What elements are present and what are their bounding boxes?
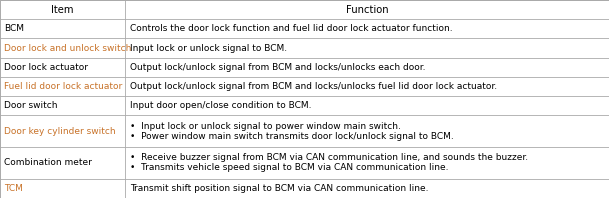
- Text: Input lock or unlock signal to BCM.: Input lock or unlock signal to BCM.: [130, 44, 287, 53]
- Text: Item: Item: [51, 5, 74, 15]
- Text: Door lock actuator: Door lock actuator: [4, 63, 88, 72]
- Bar: [0, 115, 609, 147]
- Text: •  Power window main switch transmits door lock/unlock signal to BCM.: • Power window main switch transmits doo…: [130, 132, 454, 141]
- Text: Function: Function: [346, 5, 388, 15]
- Text: Output lock/unlock signal from BCM and locks/unlocks fuel lid door lock actuator: Output lock/unlock signal from BCM and l…: [130, 82, 497, 91]
- Bar: [0, 38, 609, 58]
- Text: Door switch: Door switch: [4, 101, 57, 110]
- Text: Fuel lid door lock actuator: Fuel lid door lock actuator: [4, 82, 122, 91]
- Bar: [0, 96, 609, 115]
- Text: •  Receive buzzer signal from BCM via CAN communication line, and sounds the buz: • Receive buzzer signal from BCM via CAN…: [130, 153, 528, 162]
- Bar: [0, 58, 609, 77]
- Text: Transmit shift position signal to BCM via CAN communication line.: Transmit shift position signal to BCM vi…: [130, 184, 428, 193]
- Text: •  Transmits vehicle speed signal to BCM via CAN communication line.: • Transmits vehicle speed signal to BCM …: [130, 164, 448, 172]
- Bar: [0, 147, 609, 179]
- Text: Output lock/unlock signal from BCM and locks/unlocks each door.: Output lock/unlock signal from BCM and l…: [130, 63, 425, 72]
- Bar: [0, 19, 609, 38]
- Text: TCM: TCM: [4, 184, 23, 193]
- Text: BCM: BCM: [4, 24, 24, 33]
- Text: Door lock and unlock switch: Door lock and unlock switch: [4, 44, 131, 53]
- Bar: [0, 77, 609, 96]
- Text: Door key cylinder switch: Door key cylinder switch: [4, 127, 115, 136]
- Text: Input door open/close condition to BCM.: Input door open/close condition to BCM.: [130, 101, 311, 110]
- Text: Combination meter: Combination meter: [4, 158, 91, 168]
- Bar: [0, 0, 609, 19]
- Text: Controls the door lock function and fuel lid door lock actuator function.: Controls the door lock function and fuel…: [130, 24, 452, 33]
- Bar: [0, 179, 609, 198]
- Text: •  Input lock or unlock signal to power window main switch.: • Input lock or unlock signal to power w…: [130, 122, 401, 131]
